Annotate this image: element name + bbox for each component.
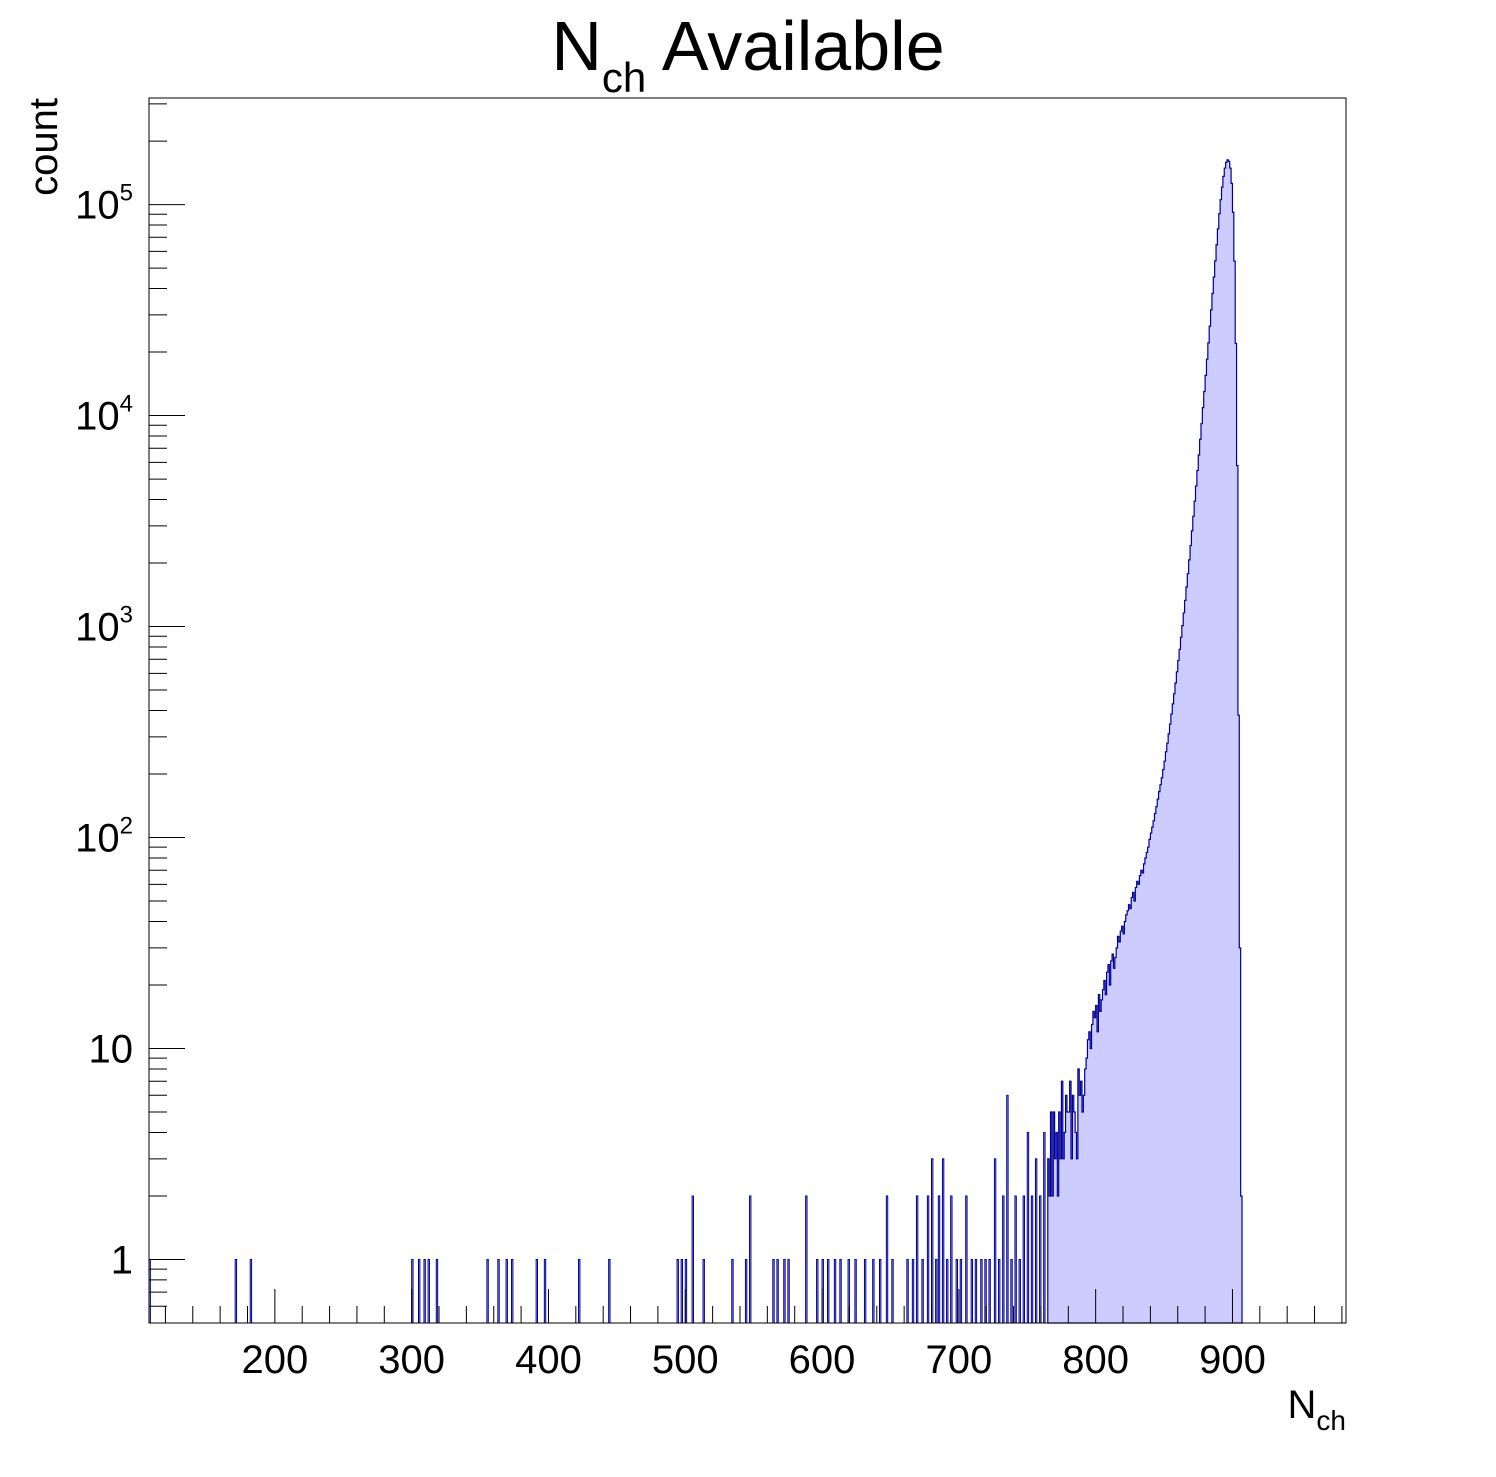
histogram-bin bbox=[1043, 1131, 1046, 1324]
histogram-bin bbox=[1034, 1158, 1038, 1324]
histogram-bars bbox=[148, 159, 1243, 1324]
y-tick-label: 102 bbox=[75, 813, 133, 861]
chart-title-subscript: ch bbox=[602, 54, 646, 101]
x-axis-title: Nch bbox=[1288, 1383, 1346, 1436]
histogram-bin bbox=[427, 1258, 430, 1324]
y-axis-ticks: 1 10 102 103 104 105 bbox=[75, 103, 185, 1324]
x-tick-label: 300 bbox=[378, 1338, 445, 1382]
histogram-bin bbox=[965, 1195, 968, 1324]
histogram-bin bbox=[505, 1258, 508, 1324]
x-tick-label: 900 bbox=[1199, 1338, 1266, 1382]
x-tick-label: 800 bbox=[1062, 1338, 1129, 1382]
x-tick-label: 200 bbox=[241, 1338, 308, 1382]
histogram-bin bbox=[988, 1258, 991, 1324]
histogram-bin bbox=[998, 1258, 1001, 1324]
x-axis-title-subscript: ch bbox=[1316, 1405, 1346, 1436]
histogram-bin bbox=[941, 1158, 945, 1324]
x-tick-label: 700 bbox=[925, 1338, 992, 1382]
histogram-bin bbox=[816, 1258, 819, 1324]
x-axis-title-main: N bbox=[1288, 1383, 1317, 1427]
histogram-bin bbox=[879, 1258, 882, 1324]
histogram-bin bbox=[950, 1195, 953, 1324]
histogram-bin bbox=[1010, 1258, 1013, 1324]
histogram-bin bbox=[543, 1258, 547, 1324]
histogram-bin bbox=[980, 1258, 983, 1324]
y-tick-label: 105 bbox=[75, 180, 133, 228]
histogram-bin bbox=[535, 1258, 539, 1324]
histogram-bin bbox=[921, 1258, 924, 1324]
histogram-bin bbox=[885, 1195, 889, 1324]
histogram-bin bbox=[906, 1258, 909, 1324]
histogram-bin bbox=[935, 1258, 938, 1324]
histogram-bin bbox=[1022, 1195, 1026, 1324]
histogram-bin bbox=[872, 1258, 875, 1324]
histogram-bin bbox=[931, 1158, 934, 1324]
histogram-bin bbox=[1018, 1258, 1021, 1324]
histogram-bin bbox=[1030, 1195, 1034, 1324]
histogram-bin bbox=[805, 1195, 808, 1324]
histogram-bin bbox=[497, 1258, 500, 1324]
histogram-bin bbox=[702, 1258, 705, 1324]
histogram-bin bbox=[423, 1258, 426, 1324]
histogram-bin bbox=[486, 1258, 489, 1324]
histogram-bin bbox=[608, 1258, 611, 1324]
histogram-bin bbox=[937, 1195, 941, 1324]
histogram-bin bbox=[691, 1195, 694, 1324]
histogram-bin bbox=[1039, 1195, 1042, 1324]
histogram-bin bbox=[926, 1195, 930, 1324]
histogram-bin bbox=[772, 1258, 775, 1324]
y-tick-label: 10 bbox=[89, 1028, 134, 1072]
y-tick-label: 103 bbox=[75, 602, 133, 650]
x-axis-ticks: 200 300 400 500 600 700 800 900 bbox=[164, 1289, 1343, 1382]
histogram-bin bbox=[578, 1258, 581, 1324]
histogram-bin bbox=[839, 1258, 842, 1324]
histogram-bin bbox=[787, 1258, 790, 1324]
histogram-bin bbox=[1006, 1094, 1009, 1324]
y-tick-label: 1 bbox=[111, 1238, 133, 1282]
histogram-bin bbox=[749, 1195, 752, 1324]
x-tick-label: 500 bbox=[652, 1338, 719, 1382]
chart-title: Nch Available bbox=[551, 7, 944, 101]
histogram-bin bbox=[854, 1258, 857, 1324]
histogram-bin bbox=[731, 1258, 734, 1324]
chart-title-main: N bbox=[551, 7, 602, 85]
histogram-bin bbox=[418, 1258, 421, 1324]
histogram-bin bbox=[783, 1258, 786, 1324]
histogram-bin bbox=[1014, 1195, 1017, 1324]
histogram-bin bbox=[955, 1258, 958, 1324]
x-tick-label: 600 bbox=[789, 1338, 856, 1382]
histogram-bin bbox=[1002, 1195, 1005, 1324]
histogram-bin bbox=[435, 1258, 439, 1324]
histogram-bin bbox=[911, 1258, 915, 1324]
histogram-bin bbox=[891, 1258, 894, 1324]
histogram-bin bbox=[863, 1258, 867, 1324]
histogram-bin bbox=[959, 1258, 963, 1324]
y-tick-label: 104 bbox=[75, 391, 133, 439]
histogram-bin bbox=[676, 1258, 679, 1324]
histogram-bin bbox=[833, 1258, 837, 1324]
histogram-bin bbox=[993, 1158, 997, 1324]
histogram-bin bbox=[974, 1258, 978, 1324]
histogram-bin bbox=[744, 1258, 748, 1324]
histogram-bin bbox=[970, 1258, 974, 1324]
histogram-bin bbox=[776, 1258, 779, 1324]
histogram-bin bbox=[249, 1258, 253, 1324]
histogram-bin bbox=[234, 1258, 238, 1324]
chart-title-rest: Available bbox=[646, 7, 944, 85]
histogram-bin bbox=[915, 1195, 919, 1324]
histogram-bin bbox=[680, 1258, 684, 1324]
histogram-dense-region bbox=[1047, 159, 1243, 1324]
histogram-bin bbox=[827, 1258, 830, 1324]
y-axis-title: count bbox=[22, 98, 66, 196]
x-tick-label: 400 bbox=[515, 1338, 582, 1382]
histogram-bin bbox=[511, 1258, 514, 1324]
histogram-bin bbox=[946, 1258, 949, 1324]
histogram-bin bbox=[1026, 1131, 1030, 1324]
